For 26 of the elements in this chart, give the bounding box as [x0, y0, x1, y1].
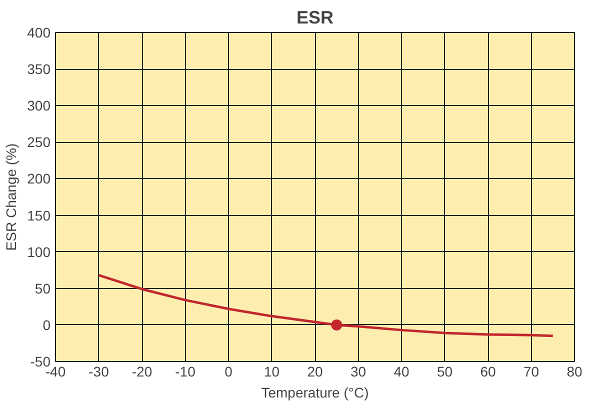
- y-tick-label: 100: [27, 244, 51, 260]
- y-tick-label: 350: [27, 61, 51, 78]
- y-tick-label: 150: [27, 207, 51, 224]
- y-tick-label: 300: [27, 98, 51, 114]
- x-axis-title: Temperature (°C): [261, 384, 369, 400]
- y-tick-label: 200: [27, 170, 51, 187]
- y-tick-label: 400: [27, 24, 51, 40]
- chart-title: ESR: [296, 8, 334, 28]
- x-tick-label: 70: [523, 364, 540, 380]
- x-tick-label: 40: [394, 364, 410, 380]
- y-tick-label: 250: [27, 134, 51, 150]
- y-tick-label: 0: [42, 316, 51, 333]
- y-tick-label: 50: [34, 280, 51, 296]
- x-tick-label: 80: [566, 364, 582, 380]
- x-tick-label: -30: [88, 364, 110, 380]
- y-axis-title: ESR Change (%): [3, 143, 20, 251]
- x-tick-label: 60: [480, 364, 496, 380]
- x-tick-label: 0: [224, 364, 233, 380]
- y-tick-label: -50: [30, 354, 51, 370]
- line-series: [98, 274, 554, 338]
- x-tick-label: -10: [175, 364, 196, 380]
- x-tick-label: 30: [350, 364, 366, 380]
- x-tick-label: 50: [436, 364, 453, 380]
- x-tick-label: -20: [132, 364, 152, 380]
- x-tick-label: 10: [264, 364, 280, 380]
- x-tick-label: 20: [307, 364, 323, 380]
